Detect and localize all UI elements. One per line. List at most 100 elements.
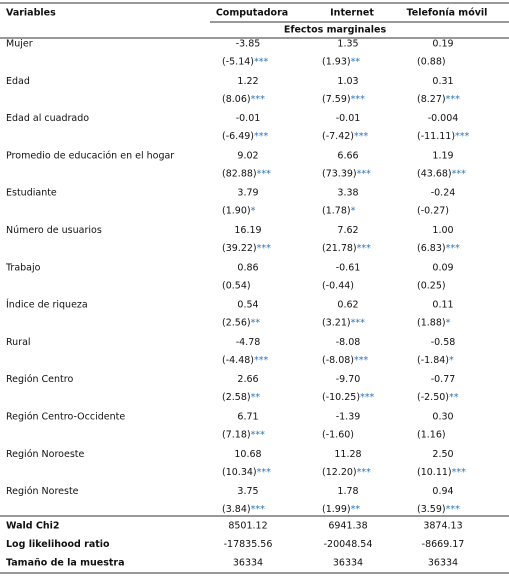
coefficient: -3.85 xyxy=(236,39,261,50)
significance: ** xyxy=(251,392,261,403)
significance: *** xyxy=(251,504,266,515)
coefficient: -0.004 xyxy=(428,113,459,124)
t-stat: (-0.44) xyxy=(322,280,354,291)
row-label: Estudiante xyxy=(6,188,57,199)
t-value: (8.06) xyxy=(222,93,251,104)
t-stat: (0.25) xyxy=(417,280,446,291)
row-label: Número de usuarios xyxy=(6,225,102,236)
t-stat: (-6.49)*** xyxy=(222,131,269,142)
coefficient: -1.39 xyxy=(336,412,361,423)
t-stat: (-11.11)*** xyxy=(417,131,470,142)
significance: *** xyxy=(351,93,366,104)
coefficient: 0.11 xyxy=(432,300,453,311)
coefficient: -0.58 xyxy=(431,337,456,348)
t-stat: (0.88) xyxy=(417,56,446,67)
coefficient: -4.78 xyxy=(236,337,261,348)
coefficient: -0.01 xyxy=(236,113,261,124)
significance: *** xyxy=(446,93,461,104)
t-value: (-0.27) xyxy=(417,205,449,216)
row-label: Región Noroeste xyxy=(6,449,84,460)
coefficient: 0.86 xyxy=(237,262,258,273)
coefficient: 2.50 xyxy=(432,449,453,460)
header-variables: Variables xyxy=(6,8,56,19)
row-label: Mujer xyxy=(6,39,33,50)
t-stat: (-4.48)*** xyxy=(222,354,269,365)
t-stat: (-8.08)*** xyxy=(322,354,369,365)
t-value: (10.34) xyxy=(222,466,257,477)
coefficient: 6.71 xyxy=(237,412,258,423)
coefficient: 1.00 xyxy=(432,225,453,236)
coefficient: 3.75 xyxy=(237,486,258,497)
t-value: (2.56) xyxy=(222,317,251,328)
significance: *** xyxy=(351,317,366,328)
t-value: (8.27) xyxy=(417,93,446,104)
stat-value: 3874.13 xyxy=(423,521,462,532)
coefficient: -8.08 xyxy=(336,337,361,348)
t-stat: (1.99)** xyxy=(322,504,360,515)
row-label: Región Centro xyxy=(6,374,73,385)
t-value: (-2.50) xyxy=(417,392,449,403)
t-stat: (1.93)** xyxy=(322,56,360,67)
t-value: (1.90) xyxy=(222,205,251,216)
t-value: (1.93) xyxy=(322,56,351,67)
coefficient: 0.54 xyxy=(237,300,258,311)
t-stat: (43.68)*** xyxy=(417,168,466,179)
t-value: (73.39) xyxy=(322,168,357,179)
t-value: (21.78) xyxy=(322,243,357,254)
t-value: (7.18) xyxy=(222,429,251,440)
significance: *** xyxy=(254,354,269,365)
significance: *** xyxy=(257,168,272,179)
coefficient: -0.24 xyxy=(431,188,456,199)
coefficient: 3.38 xyxy=(337,188,358,199)
coefficient: 9.02 xyxy=(237,150,258,161)
t-stat: (0.54) xyxy=(222,280,251,291)
stat-value: -20048.54 xyxy=(324,539,373,550)
significance: *** xyxy=(354,131,369,142)
t-value: (-6.49) xyxy=(222,131,254,142)
t-stat: (-1.84)* xyxy=(417,354,454,365)
t-stat: (21.78)*** xyxy=(322,243,371,254)
t-stat: (2.56)** xyxy=(222,317,260,328)
coefficient: 0.09 xyxy=(432,262,453,273)
t-stat: (1.16) xyxy=(417,429,446,440)
stat-label: Wald Chi2 xyxy=(6,521,60,532)
significance: * xyxy=(251,205,256,216)
row-label: Promedio de educación en el hogar xyxy=(6,150,174,161)
stat-label: Tamaño de la muestra xyxy=(6,558,125,569)
stat-value: -17835.56 xyxy=(224,539,273,550)
significance: *** xyxy=(251,429,266,440)
t-value: (-8.08) xyxy=(322,354,354,365)
t-value: (2.58) xyxy=(222,392,251,403)
t-stat: (-7.42)*** xyxy=(322,131,369,142)
coefficient: 1.22 xyxy=(237,76,258,87)
significance: *** xyxy=(251,93,266,104)
significance: *** xyxy=(357,243,372,254)
t-value: (-7.42) xyxy=(322,131,354,142)
significance: ** xyxy=(351,504,361,515)
t-stat: (-0.27) xyxy=(417,205,449,216)
t-stat: (73.39)*** xyxy=(322,168,371,179)
row-label: Edad al cuadrado xyxy=(6,113,89,124)
significance: *** xyxy=(357,168,372,179)
row-label: Región Noreste xyxy=(6,486,79,497)
coefficient: 1.35 xyxy=(337,39,358,50)
stat-value: -8669.17 xyxy=(422,539,465,550)
t-stat: (1.88)* xyxy=(417,317,451,328)
coefficient: 1.03 xyxy=(337,76,358,87)
t-stat: (8.27)*** xyxy=(417,93,460,104)
t-stat: (7.18)*** xyxy=(222,429,265,440)
t-value: (-5.14) xyxy=(222,56,254,67)
stat-value: 6941.38 xyxy=(328,521,367,532)
coefficient: 0.62 xyxy=(337,300,358,311)
t-stat: (-5.14)*** xyxy=(222,56,269,67)
stat-value: 36334 xyxy=(233,558,263,569)
significance: *** xyxy=(257,243,272,254)
t-value: (-1.84) xyxy=(417,354,449,365)
t-stat: (12.20)*** xyxy=(322,466,371,477)
column-header: Internet xyxy=(330,8,374,19)
t-value: (7.59) xyxy=(322,93,351,104)
t-value: (39.22) xyxy=(222,243,257,254)
significance: * xyxy=(446,317,451,328)
t-stat: (82.88)*** xyxy=(222,168,271,179)
